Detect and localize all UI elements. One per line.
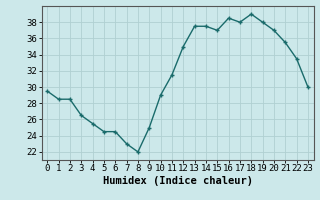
X-axis label: Humidex (Indice chaleur): Humidex (Indice chaleur) [103,176,252,186]
